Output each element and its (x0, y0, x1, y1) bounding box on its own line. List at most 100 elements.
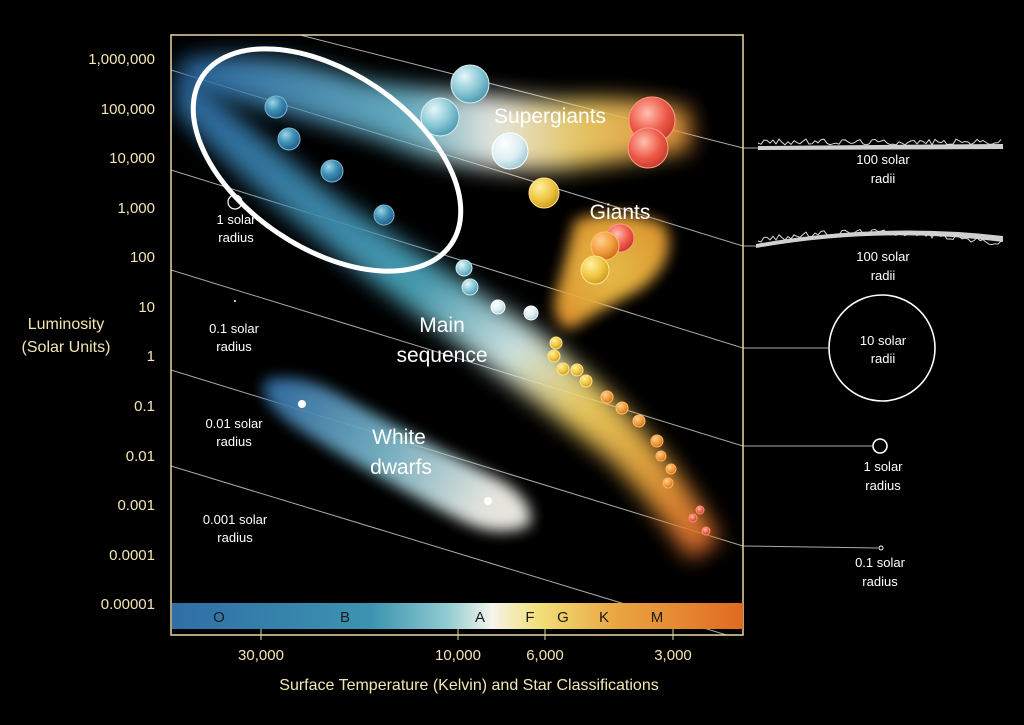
class-letter-M: M (651, 609, 664, 626)
star-supergiant (450, 64, 490, 104)
outer-radius-label-line2: radius (865, 478, 901, 493)
luminosity-axis-label-line1: Luminosity (28, 316, 104, 333)
temperature-ticks: 30,000 10,000 6,000 3,000 (238, 647, 692, 664)
star-main-sequence (570, 363, 584, 377)
star-main-sequence (549, 336, 563, 350)
outer-radius-label-line1: 10 solar (860, 333, 907, 348)
plot-frame (170, 34, 744, 636)
luminosity-tick: 100 (130, 249, 155, 266)
star-supergiant (528, 177, 560, 209)
main-sequence-band (175, 65, 720, 560)
luminosity-tick: 0.01 (126, 448, 155, 465)
outer-radius-label-line1: 100 solar (856, 152, 910, 167)
surface-jagged-edge (757, 138, 1002, 146)
giant-band (554, 213, 670, 330)
region-label-white-dwarfs-line1: White (372, 426, 426, 449)
stars (227, 64, 711, 536)
star-giant (580, 255, 610, 285)
inner-radius-label-line1: 1 solar (216, 212, 256, 227)
star-main-sequence (665, 463, 677, 475)
reference-circle-0.1-solar-radius (234, 300, 236, 302)
sphere-10-solar-radii (828, 294, 936, 402)
star-main-sequence (264, 95, 288, 119)
region-label-supergiants: Supergiants (494, 105, 606, 128)
sphere-1-solar-radius (872, 438, 888, 454)
outer-radius-label-line1: 100 solar (856, 249, 910, 264)
size-comparisons (756, 138, 1003, 551)
inner-radius-label-line2: radius (216, 339, 252, 354)
star-main-sequence (455, 259, 473, 277)
luminosity-tick: 10,000 (109, 150, 155, 167)
outer-radius-label-line2: radius (862, 574, 898, 589)
temperature-tick: 30,000 (238, 647, 284, 664)
class-letter-F: F (525, 609, 534, 626)
luminosity-tick: 100,000 (101, 101, 155, 118)
inner-radius-label-line1: 0.1 solar (209, 321, 260, 336)
temperature-tick: 10,000 (435, 647, 481, 664)
surface-arc-100-radii-flat (758, 144, 1003, 150)
luminosity-tick: 1,000,000 (88, 51, 155, 68)
outer-radius-label-line1: 0.1 solar (855, 555, 906, 570)
region-label-main-sequence-line1: Main (419, 314, 465, 337)
star-main-sequence (632, 414, 646, 428)
star-main-sequence (579, 374, 593, 388)
star-main-sequence (547, 349, 561, 363)
star-main-sequence (490, 299, 506, 315)
surface-jagged-edge (757, 228, 1002, 246)
class-letter-B: B (340, 609, 350, 626)
inner-radius-label-line2: radius (217, 530, 253, 545)
region-label-giants: Giants (590, 201, 651, 224)
luminosity-tick: 1 (147, 348, 155, 365)
inner-radius-label-line2: radius (218, 230, 254, 245)
star-main-sequence (695, 505, 705, 515)
star-supergiant (420, 97, 460, 137)
inner-radius-label-line2: radius (216, 434, 252, 449)
star-white-dwarf (484, 497, 492, 505)
luminosity-tick: 0.00001 (101, 596, 155, 613)
star-main-sequence (320, 159, 344, 183)
sphere-0.1-solar-radius (878, 545, 884, 551)
star-main-sequence (600, 390, 614, 404)
class-letter-O: O (213, 609, 225, 626)
star-main-sequence (662, 477, 674, 489)
star-main-sequence (523, 305, 539, 321)
luminosity-axis-label-line2: (Solar Units) (22, 339, 111, 356)
class-letters: O B A F G K M (213, 609, 663, 626)
star-main-sequence (373, 204, 395, 226)
outer-radius-label-line2: radii (871, 351, 896, 366)
star-supergiant (491, 132, 529, 170)
star-main-sequence (556, 362, 570, 376)
class-letter-G: G (557, 609, 569, 626)
star-main-sequence (655, 450, 667, 462)
luminosity-ticks: 1,000,000 100,000 10,000 1,000 100 10 1 … (88, 51, 155, 613)
inner-radius-label-line1: 0.001 solar (203, 512, 268, 527)
star-white-dwarf (298, 400, 306, 408)
star-main-sequence (701, 526, 711, 536)
temperature-axis-label: Surface Temperature (Kelvin) and Star Cl… (279, 677, 658, 694)
surface-arc-100-radii-curved (756, 230, 1003, 248)
luminosity-tick: 0.1 (134, 398, 155, 415)
outer-radius-label-line2: radii (871, 268, 896, 283)
outer-radius-label-line1: 1 solar (863, 459, 903, 474)
highlight-ellipse (190, 46, 464, 274)
star-main-sequence (461, 278, 479, 296)
luminosity-tick: 10 (138, 299, 155, 316)
class-letter-K: K (599, 609, 609, 626)
class-letter-A: A (475, 609, 485, 626)
white-dwarf-band (263, 377, 531, 532)
star-main-sequence (650, 434, 664, 448)
outer-radius-label-line2: radii (871, 171, 896, 186)
region-label-white-dwarfs-line2: dwarfs (370, 456, 432, 479)
spectral-class-band (172, 603, 743, 629)
luminosity-tick: 0.0001 (109, 547, 155, 564)
star-main-sequence (615, 401, 629, 415)
inner-radius-label-line1: 0.01 solar (205, 416, 263, 431)
star-main-sequence (688, 513, 698, 523)
temperature-tick-marks (260, 629, 674, 640)
luminosity-tick: 1,000 (117, 200, 155, 217)
luminosity-tick: 0.001 (117, 497, 155, 514)
temperature-tick: 6,000 (526, 647, 564, 664)
temperature-tick: 3,000 (654, 647, 692, 664)
star-supergiant (627, 127, 669, 169)
